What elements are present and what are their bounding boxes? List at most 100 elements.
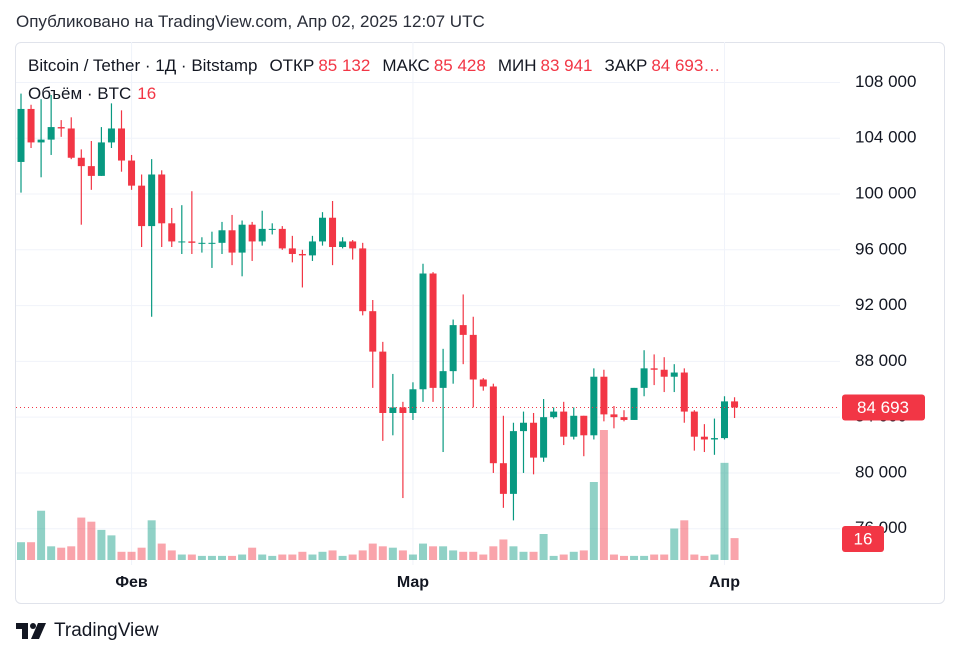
brand-logo [16,623,46,639]
volume-bar [449,550,458,560]
volume-bar [730,538,739,560]
candle-body [419,273,427,390]
volume-bar [368,543,377,560]
volume-bar [469,551,478,560]
volume-badge-label: 16 [854,529,873,548]
candle-body [37,139,45,143]
candle-body [138,185,146,227]
volume-bar [660,554,669,560]
candle-body [27,108,35,143]
volume-bar [680,520,689,560]
volume-bar [107,535,116,560]
volume-bar [569,551,578,560]
y-tick-label: 80 000 [855,462,907,481]
volume-bar [499,539,508,560]
candle-body [218,230,226,243]
x-tick-label: Апр [709,574,740,591]
volume-bar [127,551,136,560]
candle-body [288,248,296,254]
candle-body [690,411,698,437]
volume-bar [47,546,56,560]
candle-body [560,411,568,437]
price-badge-label: 84 693 [857,398,909,417]
volume-value: 16 [137,84,157,103]
ohlc-label: МИН [497,56,537,75]
volume-bar [348,554,357,560]
volume-bar [17,542,25,560]
brand-name: TradingView [54,620,159,641]
volume-bar [549,555,558,560]
ohlc-label: ЗАКР [604,56,648,75]
candle-body [349,241,357,249]
x-tick-label: Фев [115,574,148,591]
candle-body [650,368,658,370]
volume-bar [519,551,528,560]
volume-bar [258,554,267,560]
candle-body [479,379,487,387]
volume-bar [650,554,659,560]
volume-title: Объём · BTC [28,84,132,103]
candle-body [459,325,467,335]
candle-body [620,417,628,420]
candle-body [630,387,638,420]
candle-body [278,228,286,249]
volume-bar [419,543,427,560]
volume-bar [157,543,166,560]
volume-bar [559,554,568,560]
volume-bar [288,554,297,560]
candle-body [248,224,256,242]
volume-bar [609,554,618,560]
volume-bar [599,430,608,560]
volume-badge [842,526,884,552]
candle-body [389,407,397,413]
volume-bar [228,555,237,560]
volume-bar [429,546,438,560]
volume-bar [338,555,347,560]
volume-bar [479,554,488,560]
volume-bar [378,546,387,560]
candle-body [128,160,136,186]
candle-body [198,242,206,244]
candle-body [87,166,95,176]
volume-bar [630,555,639,560]
volume-bar [117,551,126,560]
candle-body [178,241,186,243]
volume-bar [218,555,226,560]
price-badge [842,394,925,421]
candle-body [238,224,246,253]
candle-body [429,273,437,388]
volume-bar [529,551,538,560]
candle-body [379,351,387,413]
candle-body [188,241,196,243]
published-note: Опубликовано на TradingView.com, Апр 02,… [16,12,485,31]
volume-bar [298,551,307,560]
candle-body [710,438,718,440]
candle-body [700,436,708,440]
candle-body [721,401,728,439]
volume-bar [278,554,287,560]
y-tick-label: 108 000 [855,72,916,91]
volume-bar [77,517,86,560]
y-tick-label: 96 000 [855,239,907,258]
volume-bar [509,546,518,560]
ohlc-value: 85 132 [318,56,371,75]
volume-bar [27,542,36,560]
candle-body [319,217,326,242]
candle-body [208,242,216,244]
volume-bar [187,554,196,560]
volume-bar [167,550,176,560]
volume-bar [589,482,598,560]
candle-body [600,376,608,415]
y-tick-label: 104 000 [855,128,916,147]
candle-body [489,386,497,464]
volume-bar [248,547,257,560]
candle-body [369,311,377,352]
volume-bar [147,520,156,560]
volume-bar [308,554,317,560]
candle-body [268,228,276,230]
volume-bar [87,521,96,560]
candle-body [67,128,75,158]
candle-body [359,248,367,312]
candle-body [339,241,347,248]
